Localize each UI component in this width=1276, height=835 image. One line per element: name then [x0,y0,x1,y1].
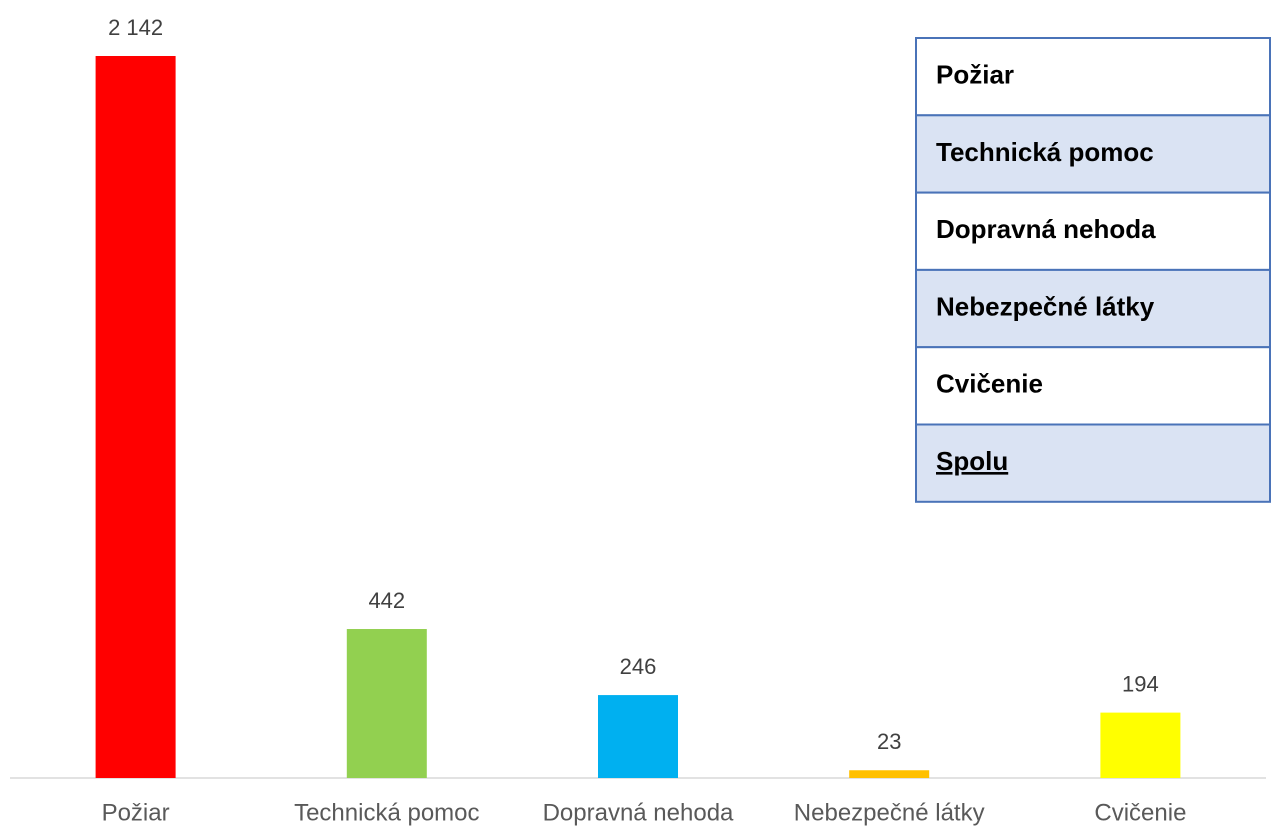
table-cell: Nebezpečné látky [936,291,1155,321]
x-tick-label: Dopravná nehoda [543,799,734,826]
bar [1100,712,1181,778]
table-row [915,423,1271,503]
table-row [915,268,1271,349]
data-label: 442 [368,588,405,613]
table-cell: Dopravná nehoda [936,214,1156,244]
x-tick-label: Technická pomoc [294,799,479,826]
data-label: 194 [1122,671,1159,696]
bar [598,695,678,778]
bar [95,56,176,778]
table-cell: Technická pomoc [936,137,1154,167]
x-tick-label: Cvičenie [1094,799,1186,826]
table-row [915,346,1271,426]
table-cell: Spolu [936,446,1008,476]
table-cell: Požiar [936,60,1014,90]
table-row [915,114,1271,194]
x-tick-label: Požiar [102,799,170,826]
data-label: 2 142 [108,15,163,40]
data-label: 23 [877,729,901,754]
bar [346,629,427,778]
x-tick-label: Nebezpečné látky [794,799,985,826]
bar [849,770,930,778]
table-cell: Cvičenie [936,369,1043,399]
data-label: 246 [620,654,657,679]
